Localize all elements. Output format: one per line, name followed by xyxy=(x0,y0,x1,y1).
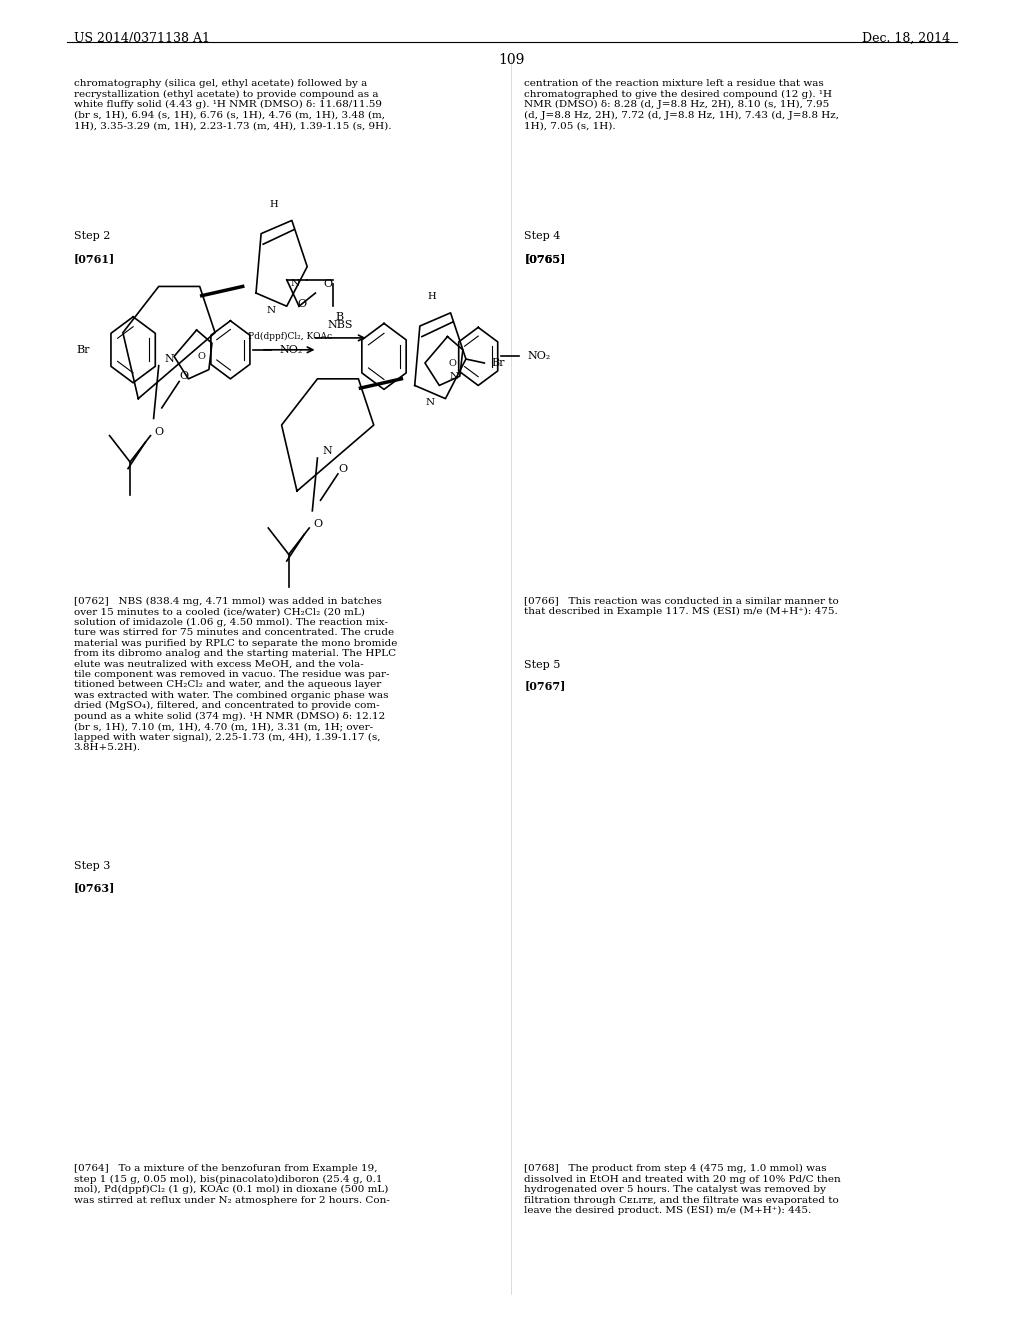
Text: [0763]: [0763] xyxy=(74,882,115,892)
Text: chromatography (silica gel, ethyl acetate) followed by a
recrystallization (ethy: chromatography (silica gel, ethyl acetat… xyxy=(74,79,391,131)
Text: N: N xyxy=(426,399,434,407)
Text: 109: 109 xyxy=(499,53,525,67)
Text: NO₂: NO₂ xyxy=(527,351,551,362)
Text: [0764]   To a mixture of the benzofuran from Example 19,
step 1 (15 g, 0.05 mol): [0764] To a mixture of the benzofuran fr… xyxy=(74,1164,389,1205)
Text: H: H xyxy=(428,293,436,301)
Text: [0766]   This reaction was conducted in a similar manner to
that described in Ex: [0766] This reaction was conducted in a … xyxy=(524,597,839,616)
Text: Dec. 18, 2014: Dec. 18, 2014 xyxy=(862,32,950,45)
Text: [0768]   The product from step 4 (475 mg, 1.0 mmol) was
dissolved in EtOH and tr: [0768] The product from step 4 (475 mg, … xyxy=(524,1164,841,1216)
Text: O: O xyxy=(324,279,332,289)
Text: [0762]   NBS (838.4 mg, 4.71 mmol) was added in batches
over 15 minutes to a coo: [0762] NBS (838.4 mg, 4.71 mmol) was add… xyxy=(74,597,397,752)
Text: Br: Br xyxy=(492,358,505,368)
Text: [0765]: [0765] xyxy=(524,253,565,264)
Text: N: N xyxy=(323,446,333,457)
Text: O: O xyxy=(155,426,163,437)
Text: N: N xyxy=(291,280,299,288)
Text: Step 4: Step 4 xyxy=(524,231,561,242)
Text: US 2014/0371138 A1: US 2014/0371138 A1 xyxy=(74,32,210,45)
Text: O: O xyxy=(313,519,322,529)
Text: O: O xyxy=(449,359,457,367)
Text: N: N xyxy=(450,372,458,380)
Text: Step 2: Step 2 xyxy=(74,231,111,242)
Text: [0765]: [0765] xyxy=(524,253,565,264)
Text: [0767]: [0767] xyxy=(524,680,565,690)
Text: H: H xyxy=(269,201,278,209)
Text: [0761]: [0761] xyxy=(74,253,115,264)
Text: centration of the reaction mixture left a residue that was
chromatographed to gi: centration of the reaction mixture left … xyxy=(524,79,840,131)
Text: O: O xyxy=(198,352,206,360)
Text: O: O xyxy=(339,463,347,474)
Text: Pd(dppf)Cl₂, KOAc: Pd(dppf)Cl₂, KOAc xyxy=(248,331,332,341)
Text: O: O xyxy=(180,371,188,381)
Text: NO₂: NO₂ xyxy=(280,345,303,355)
Text: O: O xyxy=(298,298,306,309)
Text: Step 3: Step 3 xyxy=(74,861,111,871)
Text: Step 5: Step 5 xyxy=(524,660,561,671)
Text: N: N xyxy=(267,306,275,314)
Text: N: N xyxy=(164,354,174,364)
Text: Br: Br xyxy=(77,345,90,355)
Text: NBS: NBS xyxy=(328,319,352,330)
Text: B: B xyxy=(336,312,344,322)
